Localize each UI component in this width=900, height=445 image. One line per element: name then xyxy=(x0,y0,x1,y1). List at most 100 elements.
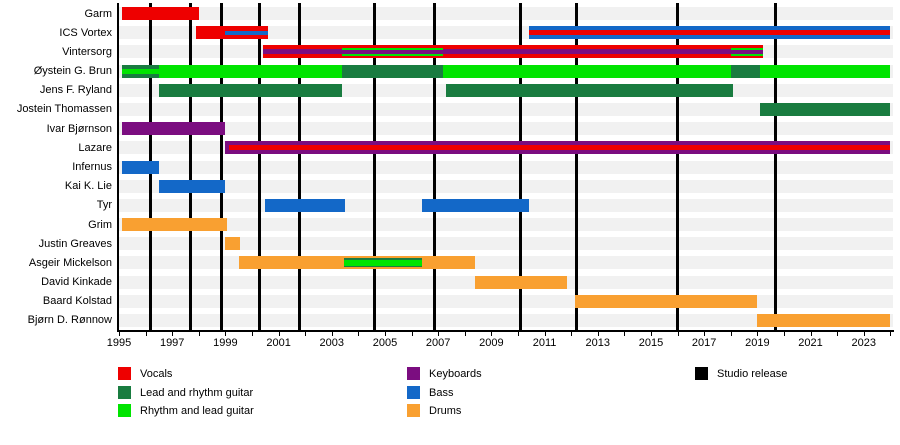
x-axis-tick-label: 1999 xyxy=(213,337,238,349)
studio-release-line xyxy=(298,3,302,330)
legend-label-studio_release: Studio release xyxy=(717,368,788,380)
x-axis-tick xyxy=(677,332,679,336)
x-axis-tick xyxy=(704,332,706,336)
stripe-segment xyxy=(225,26,268,31)
x-axis-tick xyxy=(544,332,546,336)
x-axis-tick xyxy=(863,332,865,336)
stripe-segment xyxy=(730,45,763,48)
member-name-label: Tyr xyxy=(96,199,112,212)
x-axis-tick-label: 2019 xyxy=(745,337,770,349)
x-axis-tick-label: 2001 xyxy=(266,337,291,349)
stripe-segment xyxy=(342,49,444,54)
bar-stripe-overlay xyxy=(528,26,891,40)
x-axis-tick-label: 2021 xyxy=(798,337,823,349)
stripe-segment xyxy=(229,141,891,146)
member-bar xyxy=(443,64,731,78)
member-bar xyxy=(121,122,226,136)
legend-swatch-vocals xyxy=(118,367,131,380)
x-axis-tick-label: 2003 xyxy=(319,337,345,349)
bar-stripe-overlay xyxy=(343,256,423,270)
stripe-segment xyxy=(229,145,891,151)
studio-release-line xyxy=(574,3,578,330)
member-bar xyxy=(158,83,343,97)
x-axis-line xyxy=(117,330,894,332)
bar-stripe-overlay xyxy=(262,45,763,59)
stripe-segment xyxy=(262,49,763,55)
x-axis-tick-label: 1997 xyxy=(159,337,185,349)
row-track xyxy=(119,102,893,116)
member-name-label: Justin Greaves xyxy=(38,237,112,250)
x-axis-tick xyxy=(384,332,386,336)
member-name-label: Vintersorg xyxy=(62,45,112,58)
x-axis-tick xyxy=(464,332,466,336)
legend-swatch-keyboards xyxy=(407,367,420,380)
studio-release-line xyxy=(432,3,436,330)
stripe-segment xyxy=(121,64,159,69)
member-bar xyxy=(422,198,529,212)
member-bar xyxy=(265,198,346,212)
x-axis-tick xyxy=(890,332,892,336)
x-axis-tick-label: 2005 xyxy=(372,337,398,349)
bar-stripe-overlay xyxy=(229,141,891,155)
x-axis-tick xyxy=(810,332,812,336)
stripe-segment xyxy=(528,26,891,31)
stripe-segment xyxy=(121,68,159,74)
legend-label-drums: Drums xyxy=(429,405,462,417)
member-bar xyxy=(575,294,758,308)
member-bar xyxy=(342,64,444,78)
x-axis-tick xyxy=(730,332,732,336)
member-bar xyxy=(158,179,226,193)
member-bar xyxy=(121,64,159,78)
x-axis-tick-label: 2015 xyxy=(638,337,664,349)
stripe-segment xyxy=(262,45,763,50)
member-bar xyxy=(225,141,891,155)
x-axis-tick xyxy=(331,332,333,336)
x-axis-tick xyxy=(251,332,253,336)
legend-label-bass: Bass xyxy=(429,386,454,399)
legend: Vocals Lead and rhythm guitar Rhythm and l… xyxy=(0,367,900,427)
x-axis-tick-label: 2011 xyxy=(532,337,557,349)
x-axis-tick xyxy=(278,332,280,336)
stripe-segment xyxy=(343,256,423,259)
member-bar xyxy=(121,218,227,232)
stripe-segment xyxy=(342,55,444,59)
member-name-label: Ivar Bjørnson xyxy=(46,122,112,135)
bar-stripe-overlay xyxy=(342,45,444,59)
x-axis-tick xyxy=(411,332,413,336)
x-axis-tick xyxy=(225,332,227,336)
x-axis-tick xyxy=(837,332,839,336)
member-name-label: Infernus xyxy=(72,160,112,173)
legend-label-rhythm_lead_guitar: Rhythm and lead guitar xyxy=(140,405,254,417)
member-bar xyxy=(121,7,199,21)
x-axis-tick-label: 2009 xyxy=(479,337,504,349)
member-name-label: Baard Kolstad xyxy=(42,295,112,308)
bar-stripe-overlay xyxy=(730,45,763,59)
x-axis-tick xyxy=(119,332,120,336)
member-bar xyxy=(196,26,268,40)
studio-release-line xyxy=(372,3,376,330)
plot-area xyxy=(119,3,893,330)
member-name-label: Jens F. Ryland xyxy=(39,84,112,97)
member-name-label: Øystein G. Brun xyxy=(33,65,112,78)
studio-release-line xyxy=(258,3,262,330)
member-name-label: ICS Vortex xyxy=(59,26,112,39)
legend-label-vocals: Vocals xyxy=(140,368,173,380)
row-track xyxy=(119,218,893,232)
member-name-label: Garm xyxy=(84,7,113,20)
member-bar xyxy=(238,256,476,270)
stripe-segment xyxy=(121,73,159,78)
stripe-segment xyxy=(342,45,444,48)
x-axis-tick-label: 2007 xyxy=(425,337,451,349)
member-bar xyxy=(730,64,760,78)
x-axis-tick xyxy=(438,332,440,336)
studio-release-line xyxy=(774,3,778,330)
member-bar xyxy=(225,237,241,251)
studio-release-line xyxy=(519,3,523,330)
bar-stripe-overlay xyxy=(225,26,268,40)
member-bar xyxy=(760,64,891,78)
member-name-label: Lazare xyxy=(78,141,112,154)
member-bar xyxy=(446,83,734,97)
member-bar xyxy=(528,26,891,40)
member-bar xyxy=(757,313,891,327)
